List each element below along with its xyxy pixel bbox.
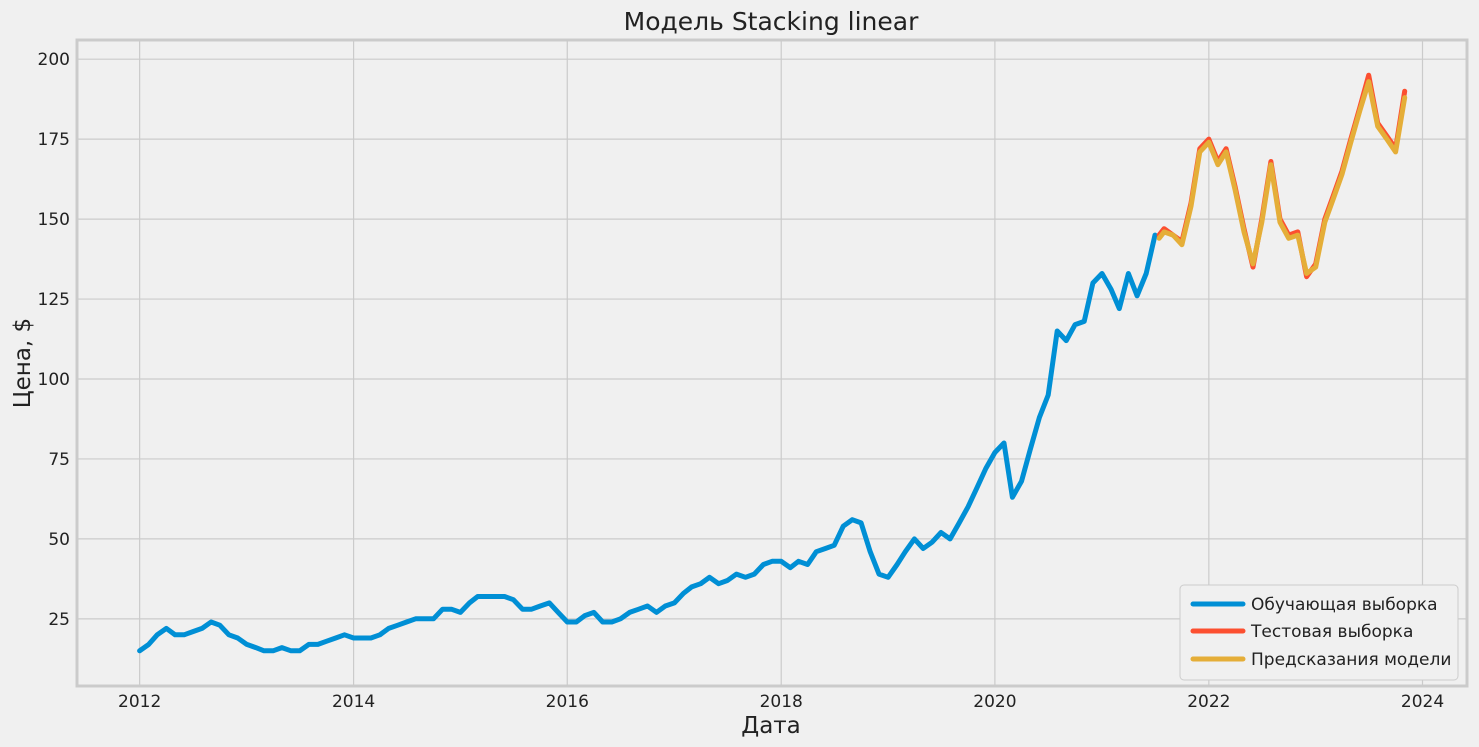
y-tick-label: 200 (38, 50, 70, 70)
x-tick-label: 2012 (118, 692, 161, 712)
y-axis-label: Цена, $ (10, 318, 36, 408)
y-axis-ticks: 25 50 75 100 125 150 175 200 (38, 50, 70, 630)
legend-label-test: Тестовая выборка (1250, 622, 1413, 642)
legend-label-pred: Предсказания модели (1251, 650, 1451, 670)
y-tick-label: 100 (38, 370, 70, 390)
y-tick-label: 125 (38, 290, 70, 310)
legend-box (1179, 584, 1459, 681)
legend-label-train: Обучающая выборка (1251, 595, 1438, 615)
x-axis-ticks: 2012 2014 2016 2018 2020 2022 2024 (118, 692, 1444, 712)
plot-area (75, 38, 1469, 688)
x-tick-label: 2016 (546, 692, 589, 712)
y-tick-label: 50 (48, 530, 70, 550)
series-lines (137, 72, 1408, 654)
x-tick-label: 2022 (1187, 692, 1230, 712)
y-tick-label: 175 (38, 130, 70, 150)
legend: Обучающая выборка Тестовая выборка Предс… (1179, 584, 1459, 681)
x-tick-label: 2020 (973, 692, 1016, 712)
chart-title: Модель Stacking linear (624, 7, 919, 36)
y-tick-label: 75 (48, 450, 70, 470)
x-tick-label: 2024 (1401, 692, 1444, 712)
x-tick-label: 2018 (760, 692, 803, 712)
series-line-train (137, 232, 1158, 654)
series-line-prediction (1156, 79, 1408, 276)
y-tick-label: 25 (48, 610, 70, 630)
grid (77, 40, 1467, 686)
y-tick-label: 150 (38, 210, 70, 230)
x-axis-label: Дата (741, 713, 801, 739)
x-tick-label: 2014 (332, 692, 375, 712)
